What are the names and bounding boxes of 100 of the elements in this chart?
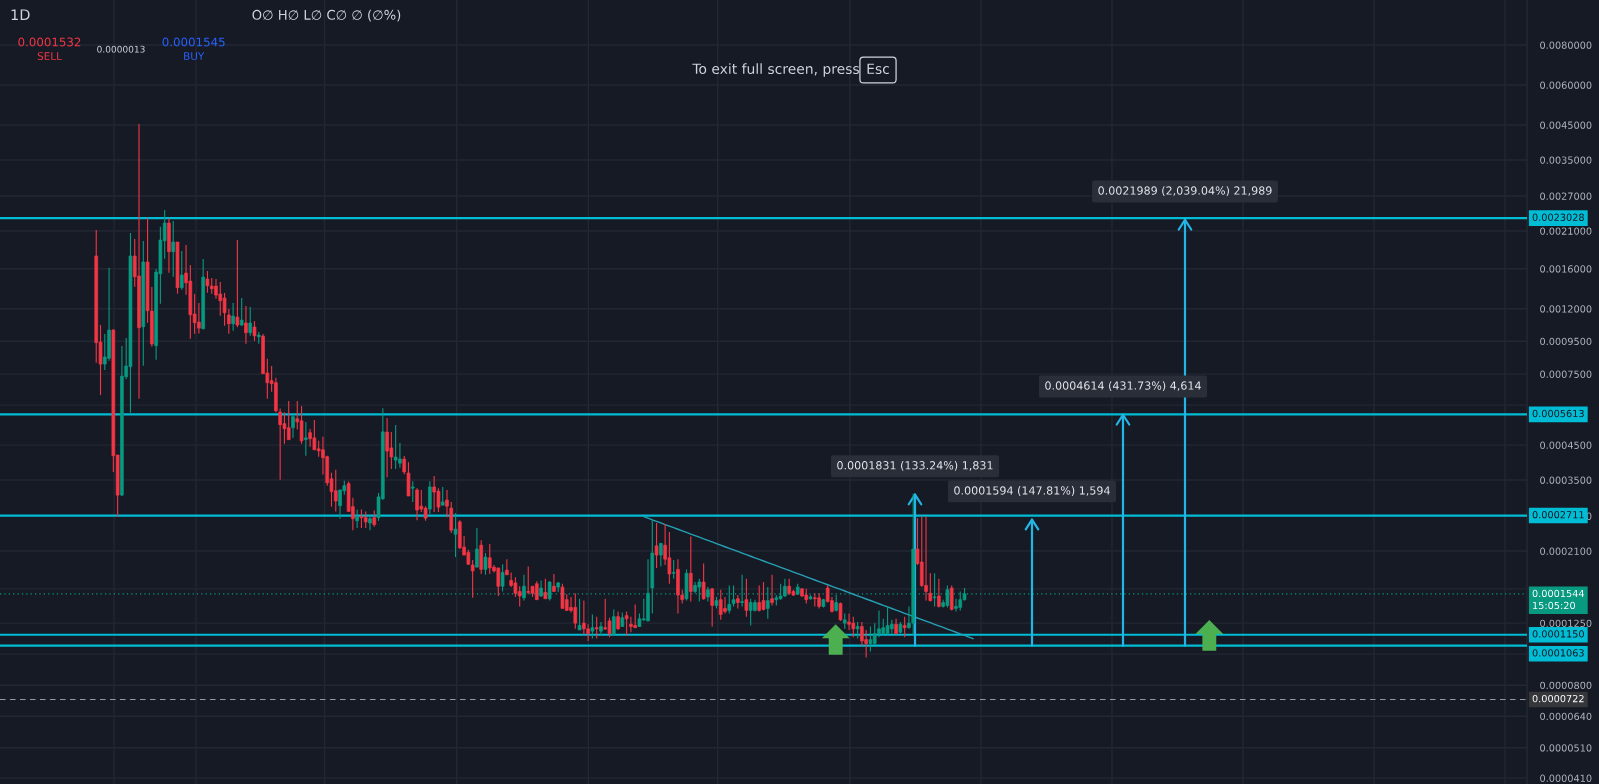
ref-line-label: 0.0001150 [1532, 630, 1584, 638]
candlestick [949, 584, 954, 611]
candlestick [483, 552, 488, 576]
candlestick [603, 598, 608, 631]
y-tick-label: 0.0045000 [1540, 121, 1592, 129]
candlestick [359, 509, 364, 529]
candlestick [453, 512, 458, 558]
candlestick [924, 516, 928, 602]
annotation: SELL [37, 52, 62, 61]
candlestick [244, 305, 248, 345]
candlestick [552, 573, 556, 593]
annotation: 0.0001594 (147.81%) 1,594 [954, 486, 1110, 496]
candlestick [671, 559, 676, 580]
ref-line-label: 0.0001544 15:05:20 [1532, 589, 1585, 610]
y-tick-label: 0.0004500 [1540, 441, 1592, 449]
y-tick-label: 0.0021000 [1540, 227, 1592, 235]
candlestick [304, 421, 308, 457]
candlestick [440, 486, 445, 506]
y-tick-label: 0.0060000 [1540, 81, 1592, 89]
candlestick [291, 414, 295, 439]
ref-line-label: 0.0002711 [1532, 511, 1584, 519]
candlestick [860, 621, 864, 647]
candlestick [945, 584, 950, 608]
candlestick [428, 480, 432, 515]
candlestick [629, 616, 633, 633]
candlestick [611, 608, 616, 637]
candlestick [770, 574, 774, 606]
candlestick [757, 584, 762, 612]
y-tick-label: 0.0027000 [1540, 192, 1592, 200]
annotation: Esc [867, 63, 889, 75]
y-tick-label: 0.0000510 [1540, 744, 1592, 752]
candlestick [197, 302, 201, 334]
candlestick [590, 613, 595, 639]
y-tick-label: 0.0002100 [1540, 547, 1592, 555]
candlestick [599, 621, 603, 637]
annotation: 0.0004614 (431.73%) 4,614 [1045, 381, 1201, 392]
candlestick [368, 515, 372, 531]
annotation: To exit full screen, press [692, 63, 859, 77]
annotation: 0.0000013 [97, 45, 145, 53]
annotation: 0.0021989 (2,039.04%) 21,989 [1098, 186, 1272, 197]
y-tick-label: 0.0000410 [1540, 774, 1592, 782]
candlestick [333, 469, 338, 513]
ref-line-label: 0.0005613 [1532, 409, 1584, 418]
y-tick-label: 0.0016000 [1540, 265, 1592, 273]
y-tick-label: 0.0080000 [1540, 41, 1592, 49]
candlestick [308, 428, 312, 448]
y-tick-label: 0.0035000 [1540, 156, 1592, 164]
candlestick [573, 592, 578, 630]
candlestick [847, 612, 851, 631]
candlestick [885, 605, 890, 636]
ref-line-label: 0.0000722 [1532, 694, 1584, 703]
y-tick-label: 0.0003500 [1540, 476, 1592, 484]
candlestick [500, 563, 505, 593]
candlestick [475, 527, 479, 568]
candlestick [868, 625, 873, 652]
candlestick [312, 419, 317, 451]
candlestick [179, 250, 184, 291]
candlestick [218, 281, 223, 317]
candlestick [744, 578, 749, 618]
y-tick-label: 0.0000640 [1540, 712, 1592, 721]
annotation: BUY [184, 52, 205, 61]
ref-line-label: 0.0023028 [1532, 213, 1584, 221]
annotation: 0.0001545 [162, 37, 225, 47]
candlestick [393, 424, 398, 470]
candlestick [415, 487, 419, 521]
candlestick [239, 297, 244, 327]
candlestick [526, 565, 531, 595]
candlestick [547, 580, 552, 602]
candlestick [248, 306, 253, 337]
candlestick [299, 405, 304, 445]
candlestick [954, 598, 958, 612]
candlestick [761, 581, 766, 611]
candlestick [697, 578, 702, 603]
candlestick [517, 585, 522, 607]
line-series [643, 515, 974, 640]
candlestick [487, 543, 492, 575]
candlestick [701, 562, 706, 601]
candlestick [748, 598, 753, 626]
y-tick-label: 0.0012000 [1540, 305, 1592, 313]
candlestick [723, 596, 727, 615]
candlestick [851, 616, 856, 638]
candlestick [560, 583, 565, 609]
candlestick [594, 616, 599, 639]
candlestick [171, 220, 176, 278]
candlestick [710, 587, 714, 628]
candlestick [214, 278, 218, 300]
candlestick [633, 603, 637, 629]
candlestick [205, 270, 210, 294]
candlestick [616, 610, 620, 631]
candlestick [496, 567, 501, 597]
annotation: O∅ H∅ L∅ C∅ ∅ (∅%) [252, 9, 401, 22]
y-tick-label: 0.0009500 [1540, 337, 1592, 346]
candlestick [654, 522, 659, 569]
candlestick [577, 598, 582, 631]
candlestick [543, 578, 548, 600]
candlestick [902, 616, 907, 638]
y-tick-label: 0.0001250 [1540, 619, 1592, 627]
candlestick [231, 302, 235, 332]
candlestick [398, 442, 402, 469]
candlestick [937, 578, 941, 608]
